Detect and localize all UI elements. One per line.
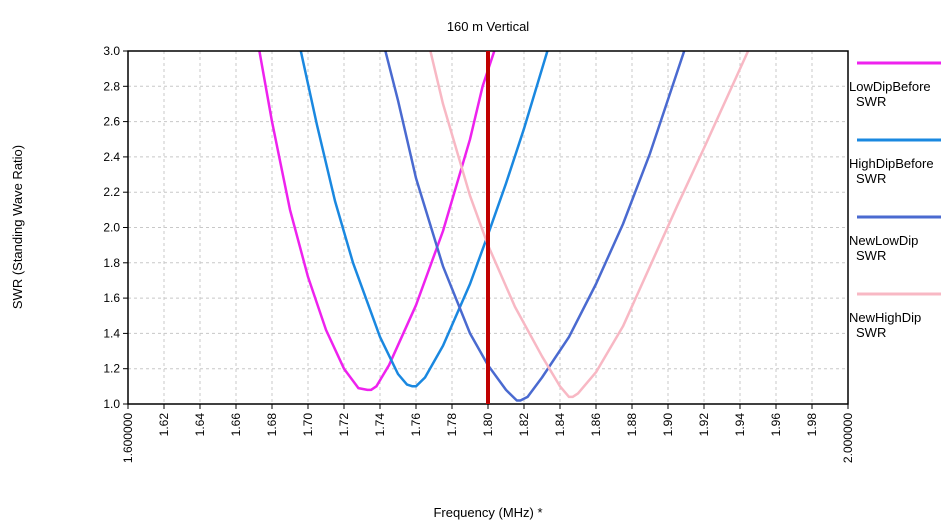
x-tick-label: 1.96 (769, 413, 783, 437)
y-tick-label: 1.6 (103, 291, 120, 305)
legend-sublabel: SWR (856, 94, 886, 109)
grid-lines (128, 51, 848, 404)
legend-sublabel: SWR (856, 171, 886, 186)
x-tick-label: 1.82 (517, 413, 531, 437)
x-tick-label: 1.64 (193, 413, 207, 437)
series-line-highdipbefore (299, 51, 549, 388)
x-tick-label: 1.78 (445, 413, 459, 437)
series-line-newlowdip (384, 51, 686, 402)
tick-marks (123, 50, 849, 409)
x-tick-label: 1.72 (337, 413, 351, 437)
legend-label: NewHighDip (849, 310, 921, 325)
x-tick-label: 1.62 (157, 413, 171, 437)
y-tick-label: 2.2 (103, 185, 120, 199)
x-tick-label: 1.76 (409, 413, 423, 437)
x-tick-labels: 1.600000 1.62 1.64 1.66 1.68 1.70 1.72 1.74 1.76… (121, 413, 855, 463)
x-tick-label: 1.84 (553, 413, 567, 437)
x-tick-label: 1.90 (661, 413, 675, 437)
x-tick-label: 1.92 (697, 413, 711, 437)
x-tick-label: 1.74 (373, 413, 387, 437)
legend-label: HighDipBefore (849, 156, 934, 171)
x-tick-label: 1.68 (265, 413, 279, 437)
y-tick-label: 3.0 (103, 44, 120, 58)
x-tick-label: 1.80 (481, 413, 495, 437)
y-tick-label: 2.4 (103, 150, 120, 164)
x-tick-label: 1.98 (805, 413, 819, 437)
x-tick-label: 2.000000 (841, 413, 855, 463)
y-tick-label: 1.2 (103, 362, 120, 376)
legend-sublabel: SWR (856, 325, 886, 340)
y-tick-labels: 1.0 1.2 1.4 1.6 1.8 2.0 2.2 2.4 2.6 2.8 3.0 (103, 44, 120, 411)
x-tick-label: 1.66 (229, 413, 243, 437)
y-tick-label: 2.6 (103, 115, 120, 129)
y-tick-label: 1.8 (103, 256, 120, 270)
legend-sublabel: SWR (856, 248, 886, 263)
x-tick-label: 1.70 (301, 413, 315, 437)
y-tick-label: 1.0 (103, 397, 120, 411)
x-tick-label: 1.88 (625, 413, 639, 437)
series-layer (258, 51, 750, 402)
legend-label: NewLowDip (849, 233, 918, 248)
y-tick-label: 1.4 (103, 326, 120, 340)
x-tick-label: 1.86 (589, 413, 603, 437)
legend: LowDipBeforeSWRHighDipBeforeSWRNewLowDip… (849, 61, 941, 340)
y-tick-label: 2.8 (103, 79, 120, 93)
y-axis-title: SWR (Standing Wave Ratio) (10, 145, 25, 309)
x-axis-title: Frequency (MHz) * (433, 505, 542, 520)
legend-label: LowDipBefore (849, 79, 931, 94)
series-line-newhighdip (429, 51, 750, 399)
x-tick-label: 1.94 (733, 413, 747, 437)
series-line-lowdipbefore (258, 51, 496, 392)
x-tick-label: 1.600000 (121, 413, 135, 463)
chart-title: 160 m Vertical (447, 19, 529, 34)
y-tick-label: 2.0 (103, 221, 120, 235)
